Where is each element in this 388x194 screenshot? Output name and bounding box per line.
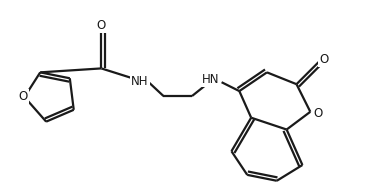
Text: NH: NH xyxy=(131,75,149,88)
Text: O: O xyxy=(97,19,106,32)
Text: HN: HN xyxy=(202,73,220,86)
Text: O: O xyxy=(319,53,329,66)
Text: O: O xyxy=(314,107,323,120)
Text: O: O xyxy=(19,90,28,104)
